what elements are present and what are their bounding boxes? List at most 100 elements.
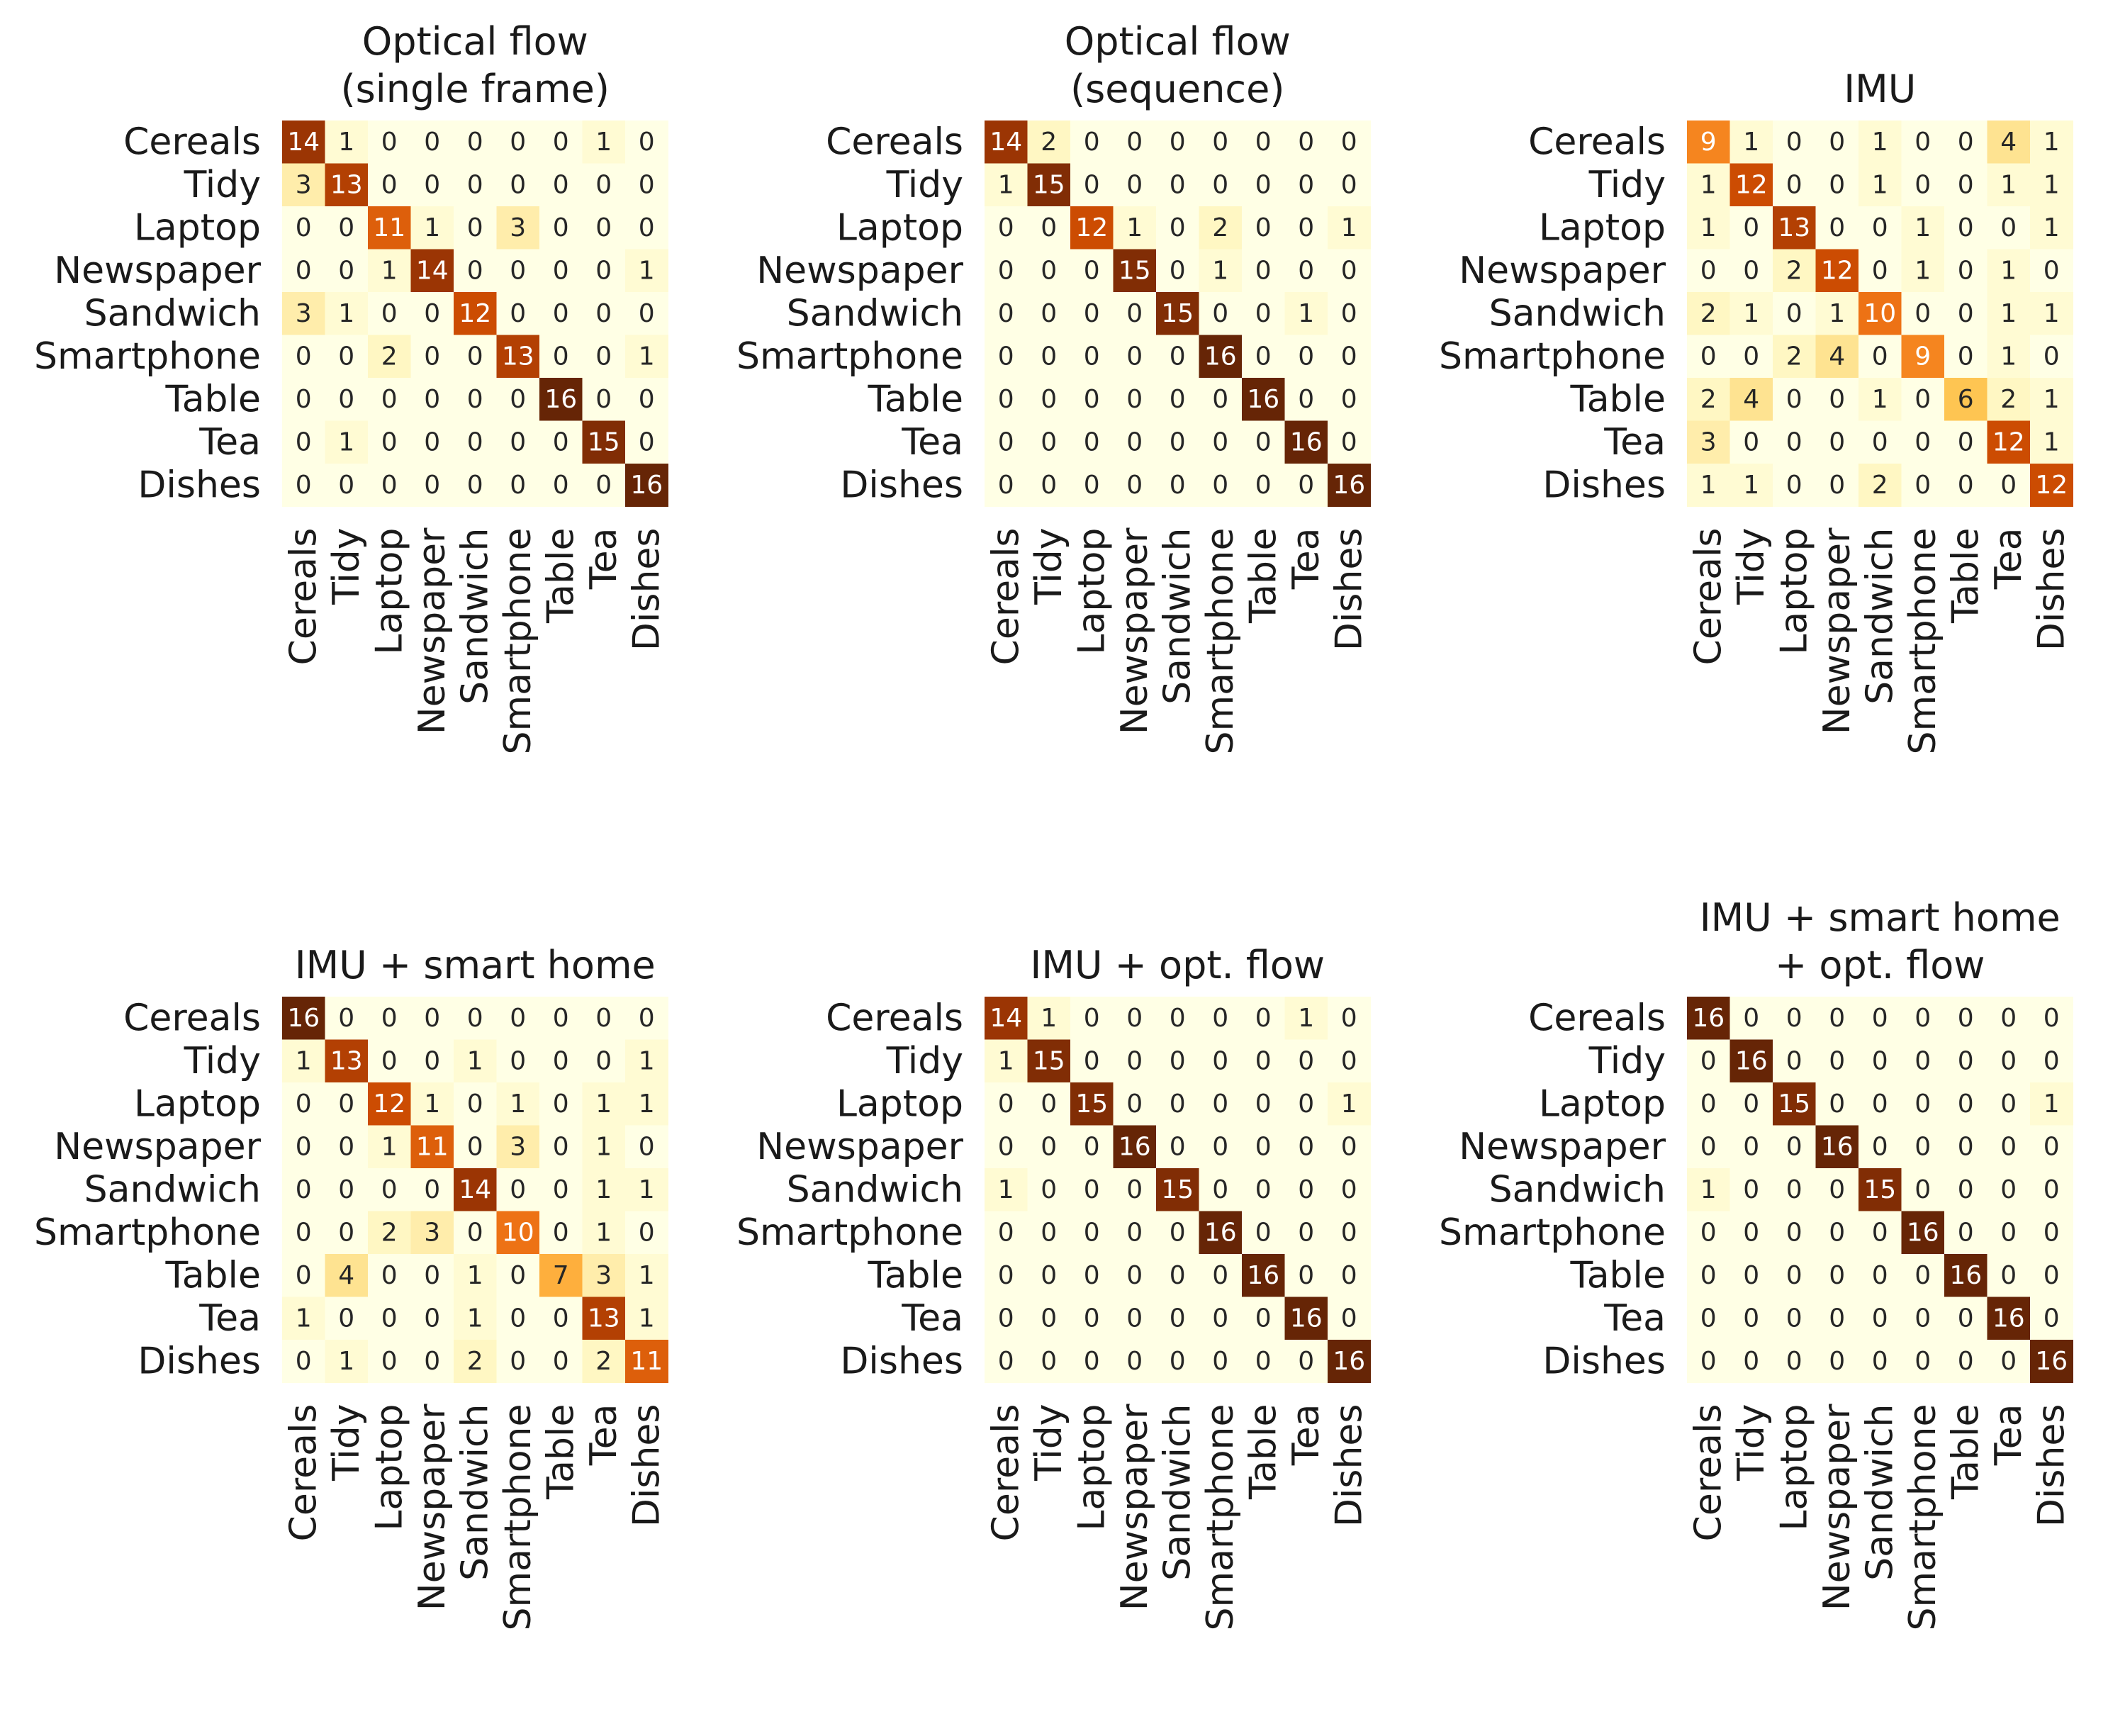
heatmap-cell [1729,378,1773,421]
heatmap-cell [1773,1082,1816,1126]
cell-value-label: 0 [1084,342,1100,371]
heatmap-cell [1815,1082,1859,1126]
heatmap-cell [1815,464,1859,507]
cell-value-label: 16 [1992,1304,2025,1333]
cell-value-label: 0 [595,1046,612,1075]
column-label: Tea [583,1404,625,1467]
cell-value-label: 0 [1212,1004,1228,1033]
cell-value-label: 0 [1958,1004,1974,1033]
heatmap-cell [496,163,540,207]
cell-value-label: 0 [1872,427,1888,457]
heatmap-cell [1815,335,1859,379]
heatmap-cell [1113,997,1157,1040]
heatmap-cell [1156,1039,1199,1083]
heatmap-cell [582,997,626,1040]
cell-value-label: 0 [467,213,483,242]
heatmap-cell [539,1297,583,1340]
cell-value-label: 0 [1041,299,1057,328]
heatmap-cell [1815,1340,1859,1383]
cell-value-label: 13 [502,342,534,371]
heatmap-cell [325,335,369,379]
cell-value-label: 0 [1298,1347,1314,1376]
heatmap-cell [496,1340,540,1383]
heatmap-cell [1156,378,1199,421]
heatmap-cell [496,249,540,293]
row-label: Tea [901,421,963,464]
column-label: Table [1242,528,1284,624]
heatmap-cell [1027,1211,1071,1255]
cell-value-label: 0 [639,213,655,242]
heatmap-cell [1199,1082,1243,1126]
heatmap-cell [1987,1211,2031,1255]
cell-value-label: 1 [381,256,398,285]
cell-value-label: 0 [553,128,569,157]
cell-value-label: 1 [467,1046,483,1075]
cell-value-label: 0 [1170,385,1186,414]
heatmap-cell [410,420,454,464]
heatmap-cell [1284,1211,1328,1255]
heatmap-cell [1773,292,1816,335]
cell-value-label: 16 [1692,1004,1725,1033]
cell-value-label: 0 [1126,1261,1143,1290]
heatmap-cell [368,1082,411,1126]
cell-value-label: 0 [998,299,1014,328]
heatmap-cell [2030,163,2073,207]
row-label: Tidy [1588,1040,1666,1082]
cell-value-label: 1 [2043,427,2060,457]
heatmap-cell [282,1082,325,1126]
cell-value-label: 0 [1872,1261,1888,1290]
column-label: Newspaper [1816,527,1858,734]
heatmap-cell [985,163,1028,207]
heatmap-cell [582,206,626,250]
cell-value-label: 0 [1700,1261,1717,1290]
heatmap-cell [1944,1211,1988,1255]
cell-value-label: 0 [296,1347,312,1376]
cell-value-label: 0 [1700,1304,1717,1333]
cell-value-label: 0 [1743,1132,1759,1161]
heatmap-cell [1242,997,1285,1040]
cell-value-label: 0 [1084,385,1100,414]
heatmap-cell [2030,1082,2073,1126]
heatmap-cell [1199,1168,1243,1211]
heatmap-panel-2: Optical flow(sequence)14 2 0 0 0 0 0 0 01 15 0 0 0 0 0… [736,19,1371,755]
cell-value-label: 0 [424,471,440,500]
heatmap-cell [1027,1340,1071,1383]
cell-value-label: 0 [1298,256,1314,285]
cell-value-label: 0 [1041,427,1057,457]
cell-value-label: 0 [381,1175,398,1204]
cell-value-label: 1 [639,256,655,285]
cell-value-label: 0 [639,170,655,199]
column-label: Table [1944,528,1987,624]
cell-value-label: 0 [1958,1090,1974,1119]
cell-value-label: 0 [998,385,1014,414]
cell-value-label: 0 [1958,256,1974,285]
cell-value-label: 1 [1298,299,1314,328]
cell-value-label: 0 [1170,1132,1186,1161]
heatmap-cell [1687,420,1730,464]
cell-value-label: 0 [1743,1261,1759,1290]
heatmap-cell [1901,292,1945,335]
heatmap-cell [325,1297,369,1340]
heatmap-cell [1773,464,1816,507]
cell-value-label: 0 [1255,1132,1272,1161]
heatmap-cell [410,464,454,507]
heatmap-cell [582,1340,626,1383]
column-label: Smartphone [1199,528,1242,755]
cell-value-label: 1 [296,1046,312,1075]
cell-value-label: 0 [424,385,440,414]
cell-value-label: 0 [1212,1046,1228,1075]
heatmap-cell [1944,997,1988,1040]
cell-value-label: 0 [553,1347,569,1376]
heatmap-cell [985,121,1028,164]
heatmap-cell [985,420,1028,464]
heatmap-cell [1199,1254,1243,1297]
heatmap-cell [368,1168,411,1211]
cell-value-label: 0 [338,385,354,414]
heatmap-cell [1242,292,1285,335]
cell-value-label: 0 [510,256,526,285]
cell-value-label: 0 [1041,385,1057,414]
heatmap-cell [582,292,626,335]
heatmap-cell [1729,121,1773,164]
cell-value-label: 0 [1786,128,1803,157]
cell-value-label: 0 [381,471,398,500]
